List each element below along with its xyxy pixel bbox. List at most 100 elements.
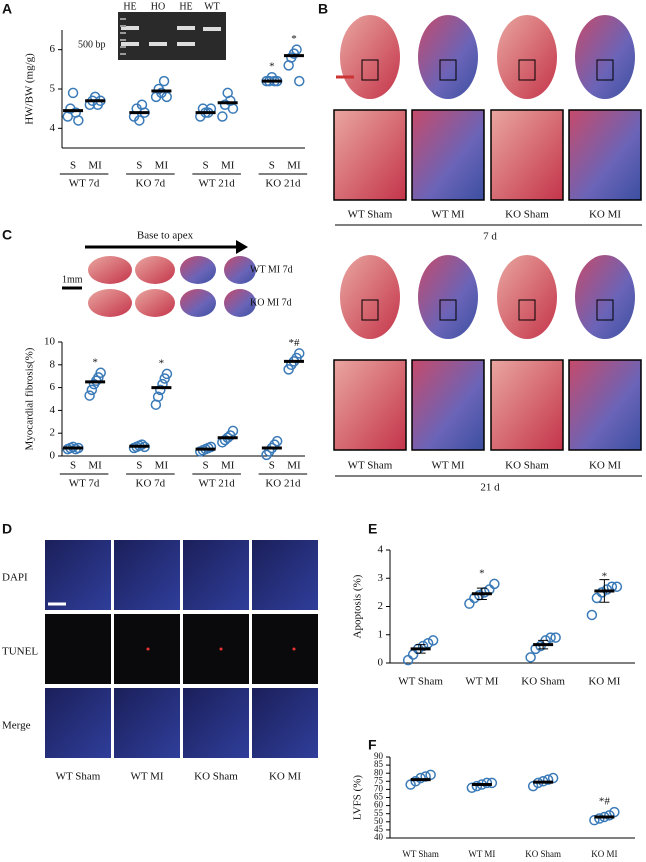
data-point [205, 441, 217, 453]
y-tick-label: 6 [50, 43, 56, 55]
x-tick-label: S [70, 160, 76, 172]
data-point [417, 640, 429, 652]
micrograph [252, 614, 318, 684]
zoom-image [490, 109, 564, 201]
gel-lane-label: HO [151, 1, 165, 12]
y-axis-title: HW/BW (mg/g) [24, 53, 36, 125]
heart-section [575, 255, 635, 339]
micrograph [45, 614, 111, 684]
y-axis-title: Apoptosis (%) [352, 574, 364, 638]
data-point [155, 384, 166, 396]
x-tick-label: WT Sham [402, 849, 439, 859]
gel-band [149, 42, 167, 46]
data-point [407, 649, 419, 660]
column-label: KO Sham [505, 460, 549, 472]
y-tick-label: 50 [374, 816, 384, 826]
x-tick-label: MI [221, 460, 235, 472]
heart-section [88, 289, 132, 317]
data-point [134, 115, 145, 126]
annotation: * [92, 356, 98, 368]
panel-letter: A [2, 1, 12, 17]
zoom-box [361, 59, 379, 81]
micrograph [183, 688, 249, 758]
y-tick-label: 4 [50, 122, 56, 134]
gel-band [203, 27, 221, 31]
data-point [227, 425, 239, 437]
gel-band [121, 42, 139, 46]
x-tick-label: S [203, 460, 209, 472]
panel-letter: D [2, 521, 12, 537]
x-tick-label: S [70, 460, 76, 472]
data-point [217, 111, 228, 122]
row-label: Merge [2, 720, 31, 732]
group-label: KO 7d [136, 478, 166, 490]
gel-image [118, 12, 226, 60]
data-point [542, 774, 554, 785]
data-point [427, 635, 439, 646]
y-tick-label: 60 [374, 800, 384, 810]
column-label: KO Sham [194, 771, 238, 783]
heart-section [497, 15, 557, 99]
group-label: KO 21d [265, 178, 301, 190]
heart-section [575, 15, 635, 99]
x-tick-label: WT Sham [398, 676, 443, 688]
x-tick-label: KO MI [591, 849, 617, 859]
panel-letter: E [368, 521, 377, 537]
data-point [415, 772, 426, 784]
y-tick-label: 4 [378, 544, 384, 556]
x-tick-label: S [136, 460, 142, 472]
panel-letter: F [368, 737, 377, 753]
column-label: WT MI [431, 209, 464, 221]
x-tick-label: MI [88, 460, 102, 472]
annotation: * [479, 567, 485, 579]
y-tick-label: 55 [374, 808, 384, 818]
group-label: WT 21d [199, 478, 236, 490]
tunel-signal [292, 647, 296, 651]
data-point [486, 777, 498, 789]
heart-section [497, 255, 557, 339]
column-label: KO MI [269, 771, 301, 783]
tunel-signal [146, 647, 150, 651]
y-tick-label: 5 [50, 83, 56, 95]
micrograph [183, 540, 249, 610]
heart-section [340, 255, 400, 339]
y-tick-label: 6 [50, 381, 56, 393]
data-point [525, 652, 536, 663]
y-tick-label: 45 [374, 824, 384, 834]
x-tick-label: MI [88, 160, 102, 172]
gel-lane-label: HE [179, 1, 192, 12]
annotation: * [602, 570, 608, 582]
zoom-box [439, 299, 457, 321]
zoom-image [411, 359, 485, 451]
data-point [136, 439, 148, 450]
data-point [152, 391, 164, 402]
data-point [471, 780, 483, 792]
y-tick-label: 2 [50, 427, 56, 439]
zoom-box [596, 59, 614, 81]
y-tick-label: 2 [378, 600, 384, 612]
y-tick-label: 85 [374, 759, 384, 769]
x-tick-label: S [136, 160, 142, 172]
data-point [489, 578, 500, 590]
data-point [67, 87, 79, 99]
tunel-signal [219, 647, 223, 651]
column-label: KO MI [589, 209, 621, 221]
y-tick-label: 65 [374, 792, 384, 802]
y-tick-label: 0 [378, 657, 384, 669]
x-tick-label: MI [221, 160, 235, 172]
zoom-image [333, 359, 407, 451]
micrograph [183, 614, 249, 684]
row-label: DAPI [2, 572, 28, 584]
heart-section [224, 256, 256, 284]
zoom-box [361, 299, 379, 321]
data-point [261, 449, 272, 461]
zoom-image [411, 109, 485, 201]
heart-section [418, 15, 478, 99]
zoom-image [568, 109, 642, 201]
data-point [294, 348, 305, 359]
y-axis-title: Myocardial fibrosis(%) [24, 347, 36, 450]
x-tick-label: S [269, 460, 275, 472]
data-point [591, 592, 603, 604]
